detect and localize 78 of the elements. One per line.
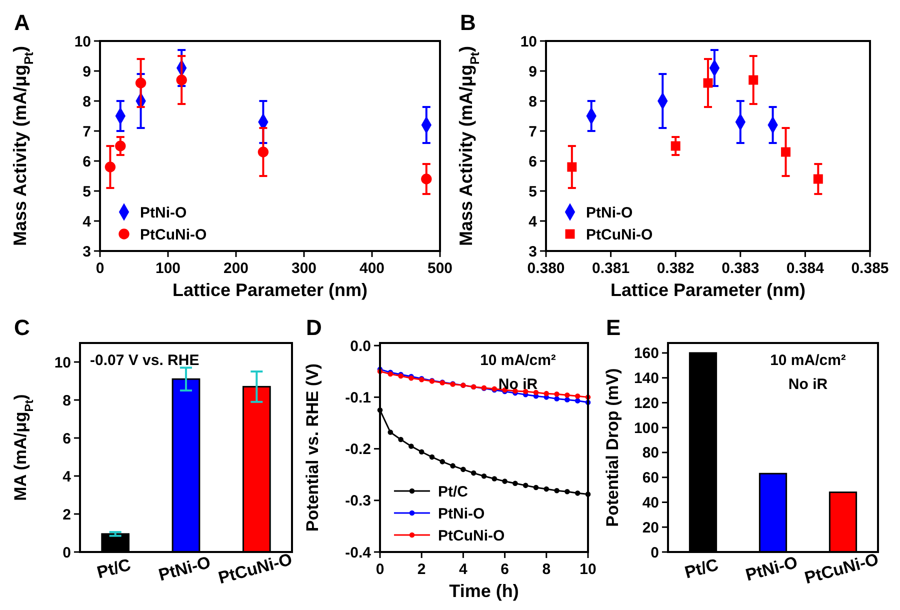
y-tick-label: 6 (62, 430, 71, 448)
chart-title: B (460, 10, 476, 35)
y-tick-label: 10 (74, 33, 91, 50)
x-tick-label: 300 (291, 260, 317, 277)
y-tick-label: 8 (528, 93, 537, 110)
x-tick-label: 400 (359, 260, 385, 277)
legend-label: PtCuNi-O (438, 527, 505, 544)
y-tick-label: 6 (528, 153, 537, 170)
x-tick-label: PtNi-O (156, 552, 213, 585)
y-tick-label: 7 (82, 123, 91, 140)
x-axis-title: Lattice Parameter (nm) (610, 280, 806, 300)
x-tick-label: 0.381 (592, 260, 630, 277)
y-tick-label: 6 (82, 153, 91, 170)
x-axis-title: Time (h) (449, 581, 519, 601)
y-tick-label: 80 (642, 444, 659, 462)
annotation: 10 mA/cm² (480, 352, 556, 369)
legend-label: PtNi-O (586, 204, 633, 222)
y-tick-label: 4 (528, 213, 538, 230)
x-axis-title: Lattice Parameter (nm) (172, 280, 368, 300)
legend-label: PtNi-O (140, 204, 187, 222)
x-tick-label: 500 (427, 260, 453, 277)
x-tick-label: 4 (459, 561, 468, 578)
chart-title: D (306, 315, 322, 340)
legend-label: PtCuNi-O (586, 226, 653, 244)
chart-title: A (14, 10, 30, 35)
y-tick-label: 8 (82, 93, 91, 110)
x-tick-label: 0.383 (722, 260, 760, 277)
x-tick-label: 6 (500, 561, 509, 578)
y-axis-title: Potential vs. RHE (V) (303, 363, 322, 532)
annotation: 10 mA/cm² (770, 352, 846, 369)
y-tick-label: 20 (642, 519, 659, 536)
y-tick-label: 5 (528, 183, 537, 200)
y-tick-label: 0.0 (350, 338, 371, 355)
annotation: No iR (498, 376, 538, 393)
x-tick-label: 2 (417, 561, 426, 578)
y-tick-label: 5 (82, 183, 91, 200)
annotation: No iR (788, 376, 828, 393)
y-tick-label: 9 (82, 63, 91, 80)
legend-label: Pt/C (438, 483, 468, 500)
chart-title: E (606, 315, 621, 340)
x-tick-label: PtNi-O (744, 552, 800, 585)
y-tick-label: 9 (528, 63, 537, 80)
y-tick-label: 4 (82, 213, 92, 230)
x-tick-label: 0 (96, 260, 104, 277)
y-tick-label: 10 (520, 33, 537, 50)
y-tick-label: 4 (62, 468, 72, 486)
y-tick-label: 100 (634, 420, 659, 437)
chart-title: C (14, 315, 30, 340)
y-tick-label: -0.4 (345, 544, 372, 562)
x-tick-label: Pt/C (95, 555, 133, 582)
y-tick-label: 40 (642, 494, 659, 512)
legend-label: PtCuNi-O (140, 226, 207, 244)
y-tick-label: 160 (634, 345, 659, 362)
x-tick-label: 0.385 (851, 260, 889, 277)
x-tick-label: 10 (580, 561, 596, 578)
y-tick-label: 3 (82, 243, 91, 260)
y-tick-label: -0.3 (345, 492, 371, 510)
x-tick-label: 8 (542, 561, 551, 578)
y-tick-label: 120 (634, 394, 659, 412)
y-tick-label: -0.1 (345, 389, 371, 406)
y-tick-label: 2 (62, 506, 71, 524)
x-tick-label: 100 (155, 260, 181, 277)
y-tick-label: 7 (528, 123, 537, 140)
x-tick-label: 200 (223, 260, 249, 277)
y-axis-title: Potential Drop (mV) (603, 368, 622, 527)
x-tick-label: 0 (376, 561, 384, 578)
x-tick-label: 0.382 (656, 260, 694, 277)
legend-label: PtNi-O (438, 505, 485, 522)
y-tick-label: 10 (54, 354, 71, 372)
y-tick-label: 8 (62, 392, 71, 410)
y-tick-label: -0.2 (345, 441, 371, 458)
y-tick-label: 140 (634, 370, 659, 388)
x-tick-label: 0.380 (527, 260, 565, 277)
y-tick-label: 60 (642, 470, 659, 487)
y-tick-label: 3 (528, 243, 537, 260)
annotation: -0.07 V vs. RHE (90, 352, 200, 369)
x-tick-label: 0.384 (786, 260, 825, 277)
x-tick-label: Pt/C (682, 555, 720, 582)
